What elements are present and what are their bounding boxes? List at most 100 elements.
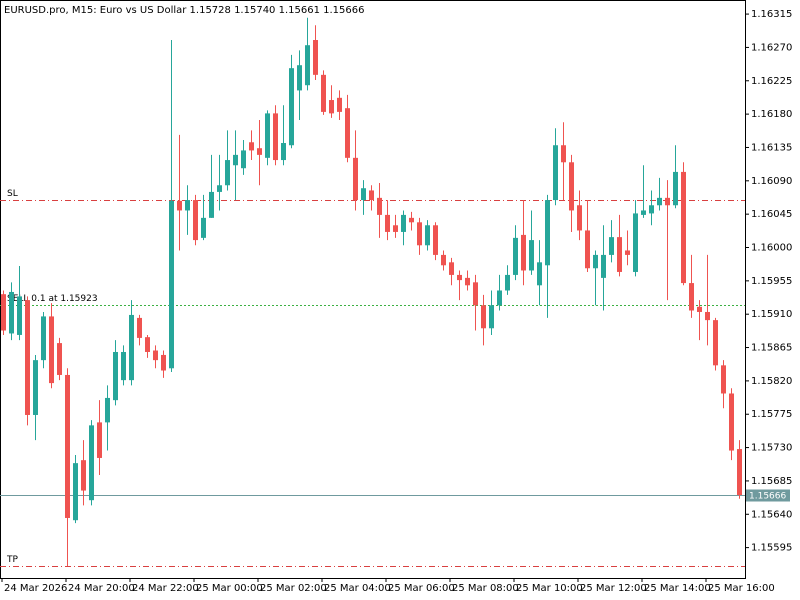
axes: 1.16315 1.16270 1.16225 1.16180 1.16135 1.160… (1, 9, 792, 594)
candle-body (225, 160, 230, 186)
candle-body (593, 254, 598, 269)
candle-body (49, 316, 54, 384)
candle-body (665, 197, 670, 206)
candle-body (257, 148, 262, 155)
candle-body (385, 214, 390, 232)
plot-frame (0, 0, 746, 579)
candle-body (561, 145, 566, 163)
candle-body (89, 425, 94, 501)
level-label: TP (6, 555, 18, 565)
y-tick-label: 1.15955 (751, 276, 792, 287)
candle-body (129, 314, 134, 381)
candle-body (681, 171, 686, 284)
levels: SL SELL 0.1 at 1.15923 TP (0, 189, 745, 567)
candle-body (329, 100, 334, 114)
candle-body (473, 282, 478, 306)
candle-body (321, 74, 326, 112)
candle-body (9, 291, 14, 334)
candle-body (529, 240, 534, 271)
y-tick-label: 1.16315 (751, 9, 792, 20)
candle-body (25, 300, 30, 415)
candle-body (33, 360, 38, 415)
candle-body (409, 217, 414, 223)
candle-body (1, 294, 6, 331)
candle-body (369, 190, 374, 201)
candle-body (137, 317, 142, 338)
y-tick-label: 1.16090 (751, 176, 792, 187)
candle-body (441, 254, 446, 266)
candle-body (553, 145, 558, 201)
candle-body (633, 213, 638, 272)
y-tick-label: 1.15865 (751, 343, 792, 354)
candle-body (105, 397, 110, 423)
y-tick-label: 1.15730 (751, 443, 792, 454)
candle-body (241, 150, 246, 169)
candle-body (217, 185, 222, 192)
candle-body (41, 316, 46, 361)
candle-body (417, 222, 422, 246)
bid-box (746, 489, 790, 502)
candle-body (153, 350, 158, 361)
y-tick-label: 1.15775 (751, 409, 792, 420)
candle-body (545, 200, 550, 266)
candle-body (641, 210, 646, 215)
candle-body (201, 217, 206, 238)
candle-body (433, 225, 438, 255)
x-tick-label: 24 Mar 20:00 (68, 583, 135, 594)
y-tick-label: 1.16270 (751, 42, 792, 53)
y-tick-label: 1.16135 (751, 142, 792, 153)
candle-body (497, 290, 502, 306)
level-label: SELL 0.1 at 1.15923 (7, 294, 98, 304)
candle-body (65, 374, 70, 518)
y-tick-label: 1.15910 (751, 309, 792, 320)
candle-body (193, 200, 198, 241)
level-label: SL (7, 189, 18, 199)
candle-body (289, 68, 294, 146)
y-tick-label: 1.15640 (751, 509, 792, 520)
y-tick-label: 1.15685 (751, 476, 792, 487)
candle-body (121, 351, 126, 381)
candle-body (313, 40, 318, 75)
candle-body (705, 311, 710, 321)
candle-body (649, 205, 654, 214)
candle-body (361, 188, 366, 201)
candle-body (617, 237, 622, 272)
candle-body (513, 237, 518, 275)
candle-body (577, 205, 582, 231)
candle-body (177, 200, 182, 211)
candle-body (537, 262, 542, 286)
candle-body (249, 142, 254, 151)
candle-body (57, 343, 62, 375)
candle-body (449, 262, 454, 275)
candle-body (457, 274, 462, 281)
candle-body (481, 305, 486, 329)
candle-body (97, 422, 102, 458)
x-tick-label: 24 Mar 2026 (4, 583, 67, 594)
candle-body (273, 113, 278, 161)
candle-body (721, 365, 726, 394)
y-tick-label: 1.16000 (751, 243, 792, 254)
candle-body (81, 460, 86, 491)
y-tick-label: 1.15820 (751, 376, 792, 387)
x-tick-label: 25 Mar 06:00 (388, 583, 455, 594)
candle-body (209, 191, 214, 218)
candle-body (569, 162, 574, 211)
candle-body (401, 214, 406, 232)
candle-body (233, 154, 238, 166)
candle-body (281, 143, 286, 161)
candle-body (265, 113, 270, 158)
candle-body (305, 45, 310, 86)
x-tick-label: 25 Mar 12:00 (580, 583, 647, 594)
candle-body (601, 254, 606, 278)
candle-body (145, 337, 150, 352)
candle-body (337, 97, 342, 112)
candle-body (489, 305, 494, 329)
candle-body (609, 237, 614, 255)
candle-body (185, 200, 190, 211)
bid-label: 1.15666 (749, 492, 786, 502)
candle-body (393, 225, 398, 232)
x-tick-label: 24 Mar 22:00 (132, 583, 199, 594)
candle-body (377, 197, 382, 215)
candle-body (353, 157, 358, 201)
